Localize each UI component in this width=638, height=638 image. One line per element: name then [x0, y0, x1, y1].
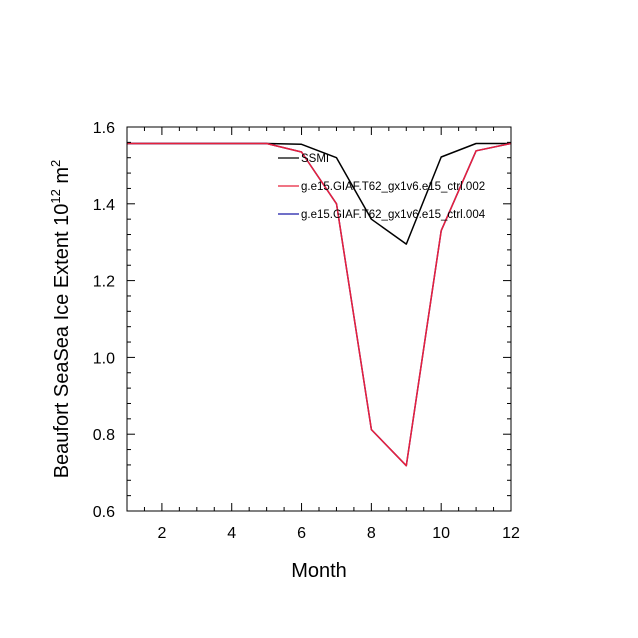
plot-frame	[126, 126, 512, 512]
y-tick-label: 0.8	[93, 427, 115, 444]
x-tick-label: 12	[502, 525, 520, 542]
y-axis-label: Beaufort SeaSea Ice Extent 1012 m2	[48, 160, 73, 479]
y-axis-label-exp2: 2	[48, 160, 63, 167]
legend-label-3: g.e15.GIAF.T62_gx1v6.e15_ctrl.004	[301, 209, 486, 221]
x-tick-label: 4	[227, 525, 236, 542]
series-line-2	[127, 142, 512, 467]
y-tick-label: 0.6	[93, 504, 115, 521]
tick-labels: 2 4 6 8 10 12 0.6 0.8 1.0 1.2 1.4 1.6	[93, 120, 520, 542]
y-tick-label: 1.6	[93, 120, 115, 137]
y-axis-label-exp1: 12	[48, 189, 63, 203]
y-tick-label: 1.0	[93, 350, 115, 367]
legend-label-1: SSMI	[301, 153, 329, 165]
y-axis-label-main: Beaufort SeaSea Ice Extent 10	[51, 204, 73, 479]
y-tick-label: 1.2	[93, 274, 115, 291]
legend-label-2: g.e15.GIAF.T62_gx1v6.e15_ctrl.002	[301, 181, 485, 193]
legend: SSMI g.e15.GIAF.T62_gx1v6.e15_ctrl.002 g.e…	[278, 153, 486, 221]
x-axis-label: Month	[291, 560, 347, 582]
x-tick-label: 6	[297, 525, 306, 542]
y-tick-label: 1.4	[93, 197, 115, 214]
x-tick-label: 8	[367, 525, 376, 542]
x-tick-label: 2	[157, 525, 166, 542]
y-axis-label-mid: m	[51, 167, 73, 189]
x-tick-label: 10	[432, 525, 450, 542]
plot-lines	[127, 142, 512, 467]
